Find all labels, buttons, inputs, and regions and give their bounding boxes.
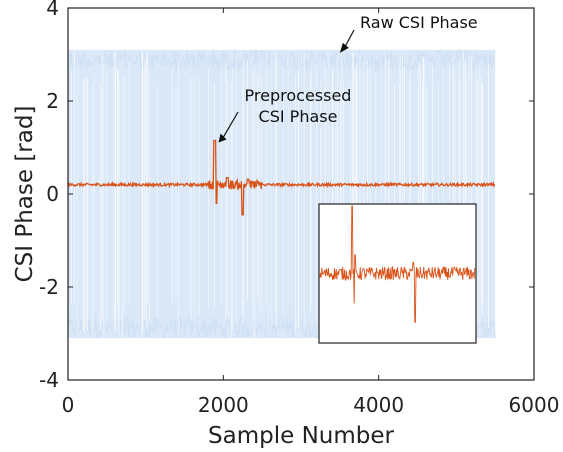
inset-zoom <box>318 203 477 344</box>
preprocessed-arrowhead <box>218 133 227 143</box>
y-tick-label: 0 <box>46 182 59 206</box>
preprocessed-csi-phase-series <box>68 139 496 216</box>
x-tick-label: 6000 <box>509 393 560 417</box>
y-tick-label: -2 <box>39 275 59 299</box>
preprocessed-phase-line <box>68 139 496 216</box>
x-tick-label: 0 <box>62 393 75 417</box>
raw-phase-annotation: Raw CSI Phase <box>360 13 478 32</box>
y-tick-label: 2 <box>46 89 59 113</box>
preprocessed-annotation-line: CSI Phase <box>259 107 338 126</box>
x-axis-label: Sample Number <box>208 423 394 449</box>
x-tick-label: 4000 <box>353 393 404 417</box>
axis-ticks: 0 2000 4000 6000 -4 -2 0 2 4 <box>39 0 559 417</box>
y-axis-label: CSI Phase [rad] <box>12 106 38 283</box>
annotations: Raw CSI Phase Preprocessed CSI Phase <box>218 13 478 143</box>
raw-phase-arrowhead <box>339 42 349 53</box>
preprocessed-annotation-line: Preprocessed <box>245 86 352 105</box>
preprocessed-arrow <box>222 111 239 139</box>
y-tick-label: 4 <box>46 0 59 20</box>
x-tick-label: 2000 <box>198 393 249 417</box>
inset-phase-line <box>319 205 476 323</box>
y-tick-label: -4 <box>39 368 59 392</box>
